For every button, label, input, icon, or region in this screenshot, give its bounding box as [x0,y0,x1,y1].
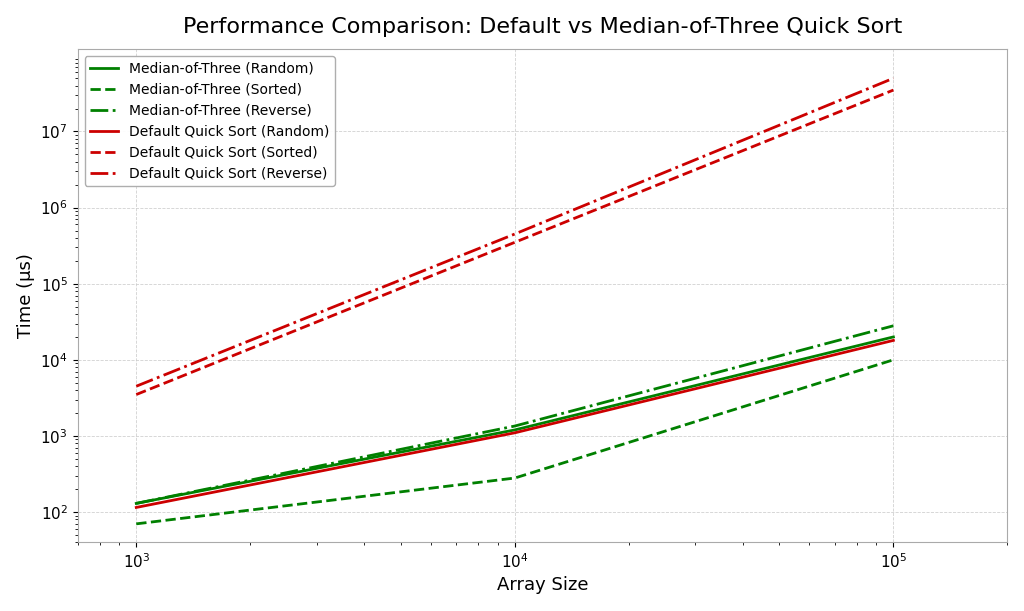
Line: Default Quick Sort (Reverse): Default Quick Sort (Reverse) [136,78,893,386]
Default Quick Sort (Random) [130,504,142,511]
Median-of-Three (Reverse) [887,322,899,329]
Default Quick Sort (Sorted) [509,239,521,246]
Legend: Median-of-Three (Random), Median-of-Three (Sorted), Median-of-Three (Reverse), D: Median-of-Three (Random), Median-of-Thre… [85,56,335,186]
Line: Median-of-Three (Random): Median-of-Three (Random) [136,337,893,503]
Default Quick Sort (Random) [509,429,521,436]
Median-of-Three (Random) [509,426,521,434]
Line: Default Quick Sort (Random): Default Quick Sort (Random) [136,340,893,508]
Median-of-Three (Reverse) [130,500,142,507]
Line: Median-of-Three (Reverse): Median-of-Three (Reverse) [136,326,893,503]
Default Quick Sort (Reverse) [130,382,142,390]
Default Quick Sort (Reverse) [887,75,899,82]
Median-of-Three (Reverse) [509,422,521,430]
Median-of-Three (Sorted) [509,474,521,481]
Y-axis label: Time (μs): Time (μs) [16,254,35,338]
Median-of-Three (Sorted) [130,520,142,527]
X-axis label: Array Size: Array Size [497,576,588,595]
Default Quick Sort (Random) [887,337,899,344]
Line: Median-of-Three (Sorted): Median-of-Three (Sorted) [136,360,893,524]
Title: Performance Comparison: Default vs Median-of-Three Quick Sort: Performance Comparison: Default vs Media… [183,16,902,37]
Median-of-Three (Random) [887,333,899,340]
Default Quick Sort (Sorted) [887,86,899,93]
Default Quick Sort (Sorted) [130,391,142,398]
Line: Default Quick Sort (Sorted): Default Quick Sort (Sorted) [136,90,893,395]
Median-of-Three (Random) [130,500,142,507]
Default Quick Sort (Reverse) [509,230,521,238]
Median-of-Three (Sorted) [887,356,899,364]
